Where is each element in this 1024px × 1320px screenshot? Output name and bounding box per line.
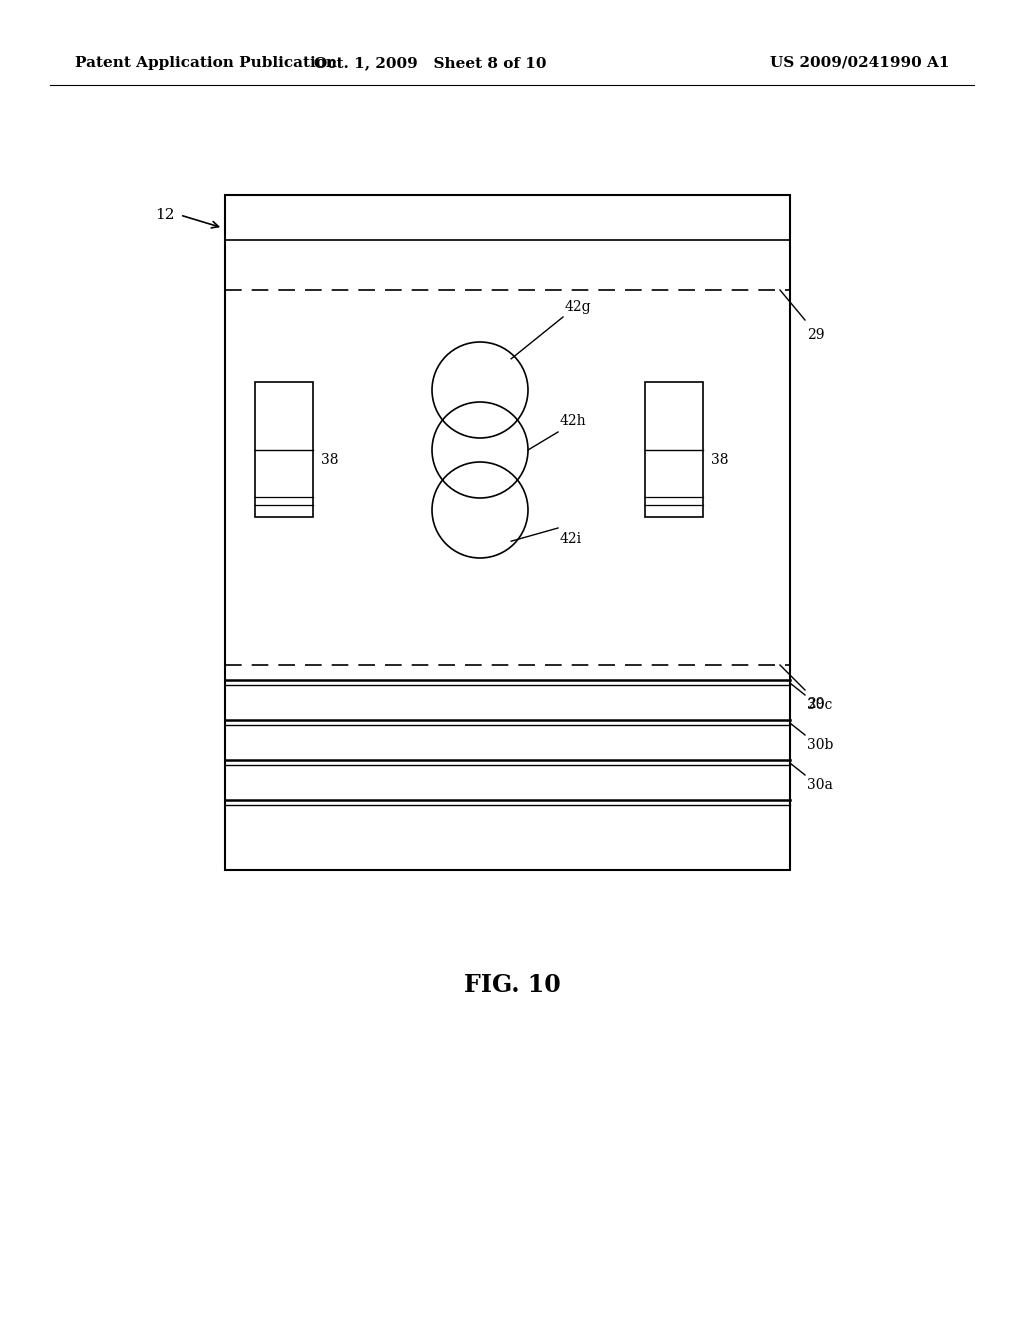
Bar bbox=[225, 195, 790, 240]
Text: FIG. 10: FIG. 10 bbox=[464, 973, 560, 997]
Text: 30c: 30c bbox=[807, 698, 833, 711]
Text: 38: 38 bbox=[711, 453, 728, 467]
Text: 30a: 30a bbox=[807, 777, 833, 792]
Text: 38: 38 bbox=[321, 453, 339, 467]
Text: 30b: 30b bbox=[807, 738, 834, 752]
Text: 29: 29 bbox=[807, 327, 824, 342]
Bar bbox=[255, 381, 313, 517]
Bar bbox=[645, 381, 703, 517]
Text: US 2009/0241990 A1: US 2009/0241990 A1 bbox=[770, 55, 950, 70]
Text: 12: 12 bbox=[155, 209, 174, 222]
Text: 29: 29 bbox=[807, 697, 824, 711]
Text: 42h: 42h bbox=[560, 414, 587, 428]
Text: Patent Application Publication: Patent Application Publication bbox=[75, 55, 337, 70]
Text: 42g: 42g bbox=[565, 300, 592, 314]
Bar bbox=[225, 195, 790, 870]
Text: 42i: 42i bbox=[560, 532, 582, 546]
Text: Oct. 1, 2009   Sheet 8 of 10: Oct. 1, 2009 Sheet 8 of 10 bbox=[313, 55, 546, 70]
